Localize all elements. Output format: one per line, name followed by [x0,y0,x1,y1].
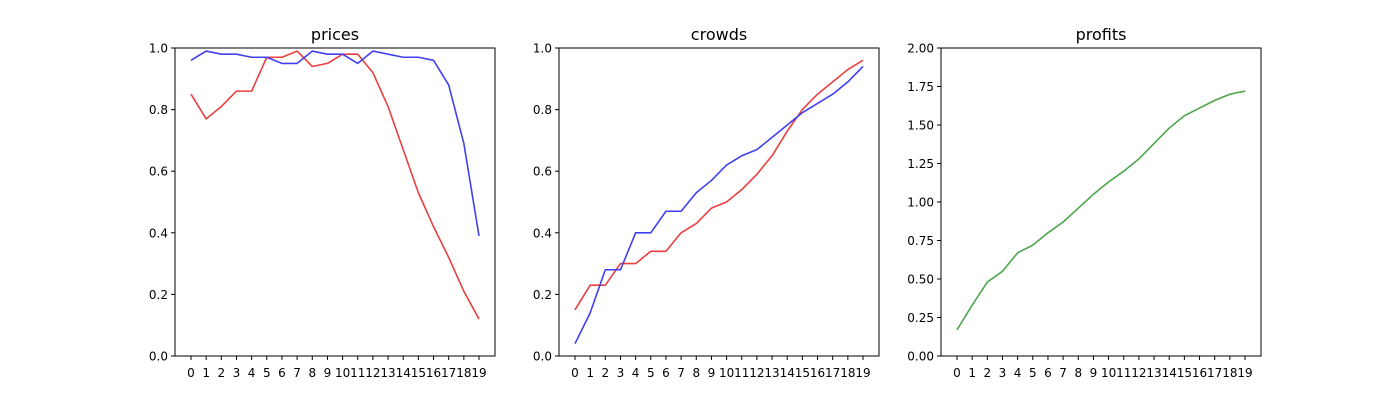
y-tick-label: 1.0 [533,42,552,56]
x-tick-label: 13 [764,366,779,380]
y-tick-label: 0.25 [907,311,934,325]
y-tick-label: 0.8 [533,103,552,117]
x-tick-label: 15 [795,366,810,380]
y-tick-label: 1.50 [907,119,934,133]
x-tick-label: 15 [1177,366,1192,380]
x-tick-label: 9 [708,366,716,380]
x-tick-label: 16 [1192,366,1207,380]
x-tick-label: 19 [471,366,486,380]
x-tick-label: 8 [1074,366,1082,380]
x-tick-label: 7 [1059,366,1067,380]
chart-title: profits [1076,25,1127,44]
x-tick-label: 3 [617,366,625,380]
series-line-2 [190,50,480,237]
x-tick-label: 3 [233,366,241,380]
y-tick-label: 1.75 [907,80,934,94]
x-tick-label: 17 [441,366,456,380]
y-tick-label: 2.00 [907,42,934,56]
x-tick-label: 6 [278,366,286,380]
x-tick-label: 11 [734,366,749,380]
x-tick-label: 5 [1029,366,1037,380]
series-line-1 [956,90,1246,331]
x-tick-label: 19 [1237,366,1252,380]
series-line-2 [574,65,864,345]
y-tick-label: 1.25 [907,157,934,171]
y-tick-label: 0.2 [533,288,552,302]
x-tick-label: 11 [1116,366,1131,380]
x-tick-label: 15 [411,366,426,380]
y-tick-label: 0.8 [149,103,168,117]
y-tick-label: 0.6 [533,165,552,179]
chart-title: crowds [691,25,747,44]
series-line-1 [574,59,864,311]
x-tick-label: 10 [1101,366,1116,380]
plot-frame [940,47,1262,357]
x-tick-label: 12 [1131,366,1146,380]
x-tick-label: 14 [1162,366,1177,380]
x-tick-label: 0 [187,366,195,380]
x-tick-label: 17 [825,366,840,380]
x-tick-label: 10 [335,366,350,380]
y-tick-label: 0.4 [149,226,168,240]
x-tick-label: 9 [324,366,332,380]
y-tick-label: 0.00 [907,350,934,364]
x-tick-label: 7 [677,366,685,380]
x-tick-label: 16 [426,366,441,380]
x-tick-label: 2 [983,366,991,380]
x-tick-label: 5 [263,366,271,380]
x-tick-label: 6 [1044,366,1052,380]
x-tick-label: 3 [999,366,1007,380]
x-tick-label: 13 [380,366,395,380]
x-tick-label: 11 [350,366,365,380]
x-tick-label: 0 [571,366,579,380]
x-tick-label: 1 [202,366,210,380]
x-tick-label: 17 [1207,366,1222,380]
chart-title: prices [311,25,359,44]
chart-panel-prices: 0 1 2 3 4 5 6 7 8 9 10 11 12 13 14 15 16 17 18 190.00.20.40… [149,25,496,380]
chart-panel-profits: 0 1 2 3 4 5 6 7 8 9 10 11 12 13 14 15 16 17 18 190.000.250.… [907,25,1262,380]
x-tick-label: 2 [601,366,609,380]
x-tick-label: 8 [692,366,700,380]
x-tick-label: 2 [217,366,225,380]
y-tick-label: 0.4 [533,226,552,240]
y-tick-label: 0.0 [149,350,168,364]
x-tick-label: 1 [968,366,976,380]
y-tick-label: 1.0 [149,42,168,56]
x-tick-label: 18 [1222,366,1237,380]
x-tick-label: 6 [662,366,670,380]
x-tick-label: 4 [248,366,256,380]
x-tick-label: 4 [1014,366,1022,380]
x-tick-label: 16 [810,366,825,380]
y-tick-label: 0.0 [533,350,552,364]
x-tick-label: 19 [855,366,870,380]
x-tick-label: 1 [586,366,594,380]
x-tick-label: 4 [632,366,640,380]
x-tick-label: 10 [719,366,734,380]
x-tick-label: 5 [647,366,655,380]
x-tick-label: 18 [840,366,855,380]
x-tick-label: 7 [293,366,301,380]
plot-frame [558,47,880,357]
y-tick-label: 0.75 [907,234,934,248]
plot-frame [174,47,496,357]
y-tick-label: 1.00 [907,196,934,210]
x-tick-label: 14 [396,366,411,380]
x-tick-label: 9 [1090,366,1098,380]
y-tick-label: 0.50 [907,273,934,287]
x-tick-label: 13 [1146,366,1161,380]
x-tick-label: 0 [953,366,961,380]
chart-panel-crowds: 0 1 2 3 4 5 6 7 8 9 10 11 12 13 14 15 16 17 18 190.00.20.40… [533,25,880,380]
x-tick-label: 8 [308,366,316,380]
x-tick-label: 12 [749,366,764,380]
x-tick-label: 12 [365,366,380,380]
y-tick-label: 0.2 [149,288,168,302]
y-tick-label: 0.6 [149,165,168,179]
x-tick-label: 14 [780,366,795,380]
x-tick-label: 18 [456,366,471,380]
series-line-1 [190,50,480,320]
